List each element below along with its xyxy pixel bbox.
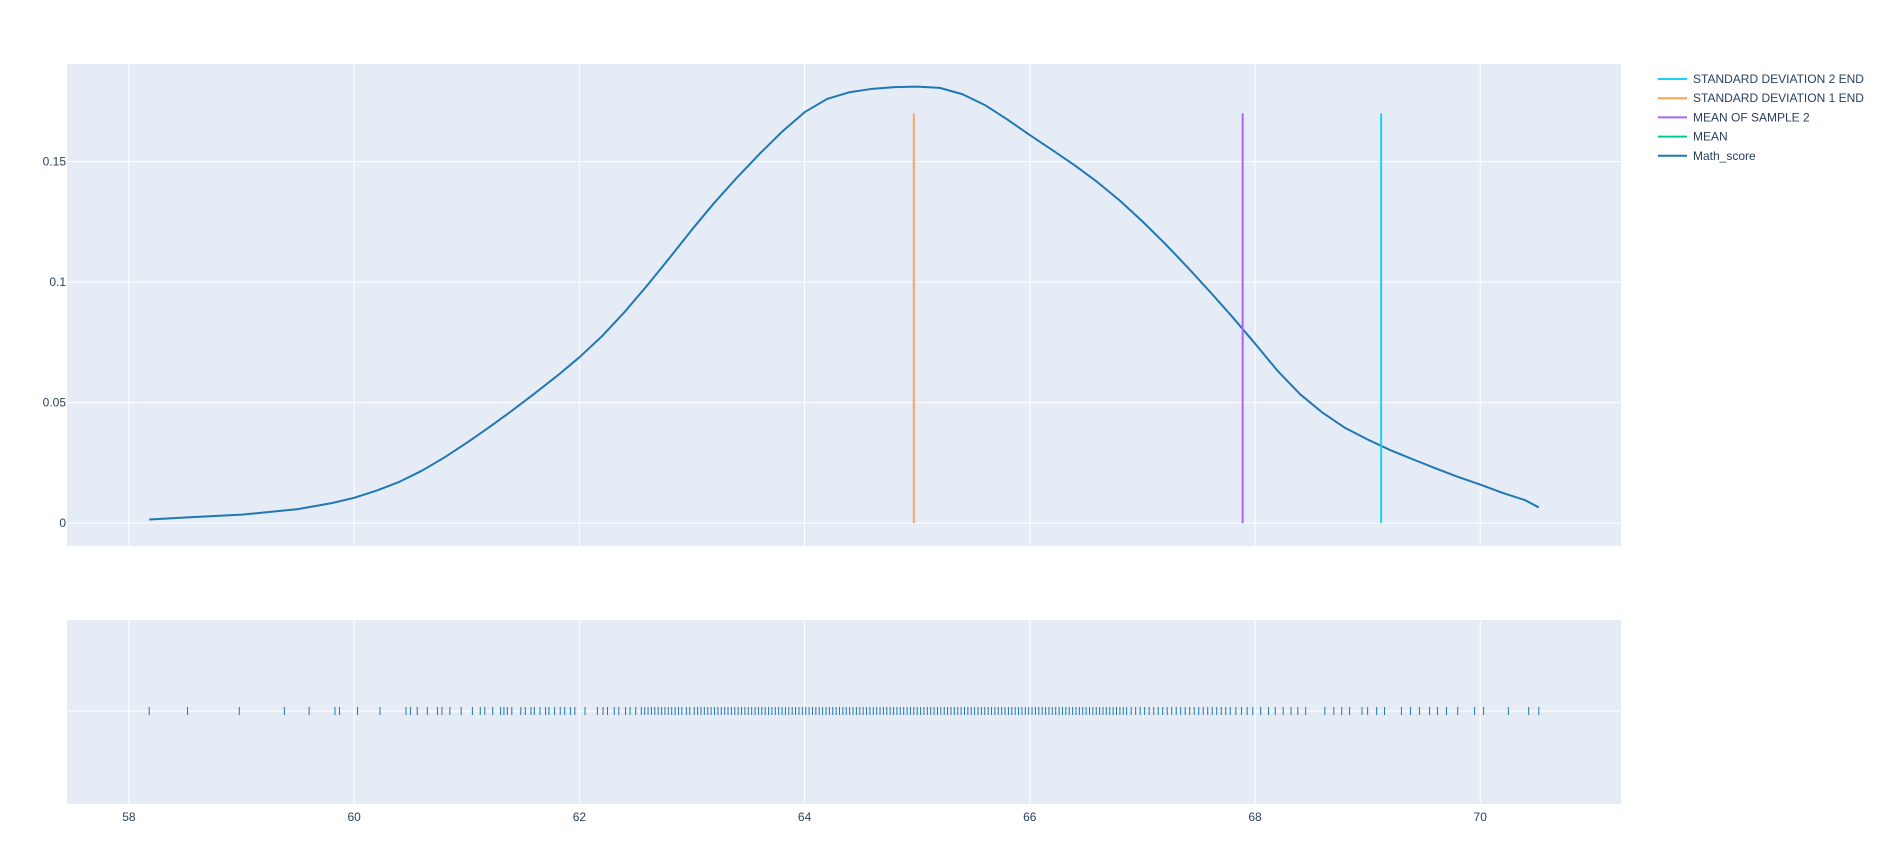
- legend-item[interactable]: MEAN OF SAMPLE 2: [1658, 110, 1810, 124]
- legend-item[interactable]: STANDARD DEVIATION 1 END: [1658, 91, 1864, 105]
- legend-label: STANDARD DEVIATION 2 END: [1693, 72, 1864, 86]
- x-tick-label: 64: [798, 810, 812, 824]
- x-tick-label: 70: [1474, 810, 1488, 824]
- y-tick-label: 0.15: [43, 155, 67, 169]
- y-tick-label: 0.1: [49, 275, 66, 289]
- rug-marks: [148, 707, 1540, 715]
- rug-plot-area: [67, 620, 1621, 804]
- x-tick-label: 58: [122, 810, 136, 824]
- x-tick-label: 66: [1023, 810, 1037, 824]
- legend-label: STANDARD DEVIATION 1 END: [1693, 91, 1864, 105]
- x-tick-label: 68: [1248, 810, 1262, 824]
- series-line-math-score: [149, 85, 1540, 521]
- legend-label: Math_score: [1693, 149, 1756, 163]
- x-tick-label: 62: [573, 810, 587, 824]
- y-tick-label: 0: [59, 516, 66, 530]
- legend-item[interactable]: Math_score: [1658, 149, 1756, 163]
- legend-item[interactable]: MEAN: [1658, 130, 1728, 144]
- x-tick-label: 60: [347, 810, 361, 824]
- legend-item[interactable]: STANDARD DEVIATION 2 END: [1658, 72, 1864, 86]
- y-tick-label: 0.05: [43, 396, 67, 410]
- legend-label: MEAN OF SAMPLE 2: [1693, 110, 1810, 124]
- main-plot-area: [67, 64, 1621, 546]
- legend-label: MEAN: [1693, 130, 1728, 144]
